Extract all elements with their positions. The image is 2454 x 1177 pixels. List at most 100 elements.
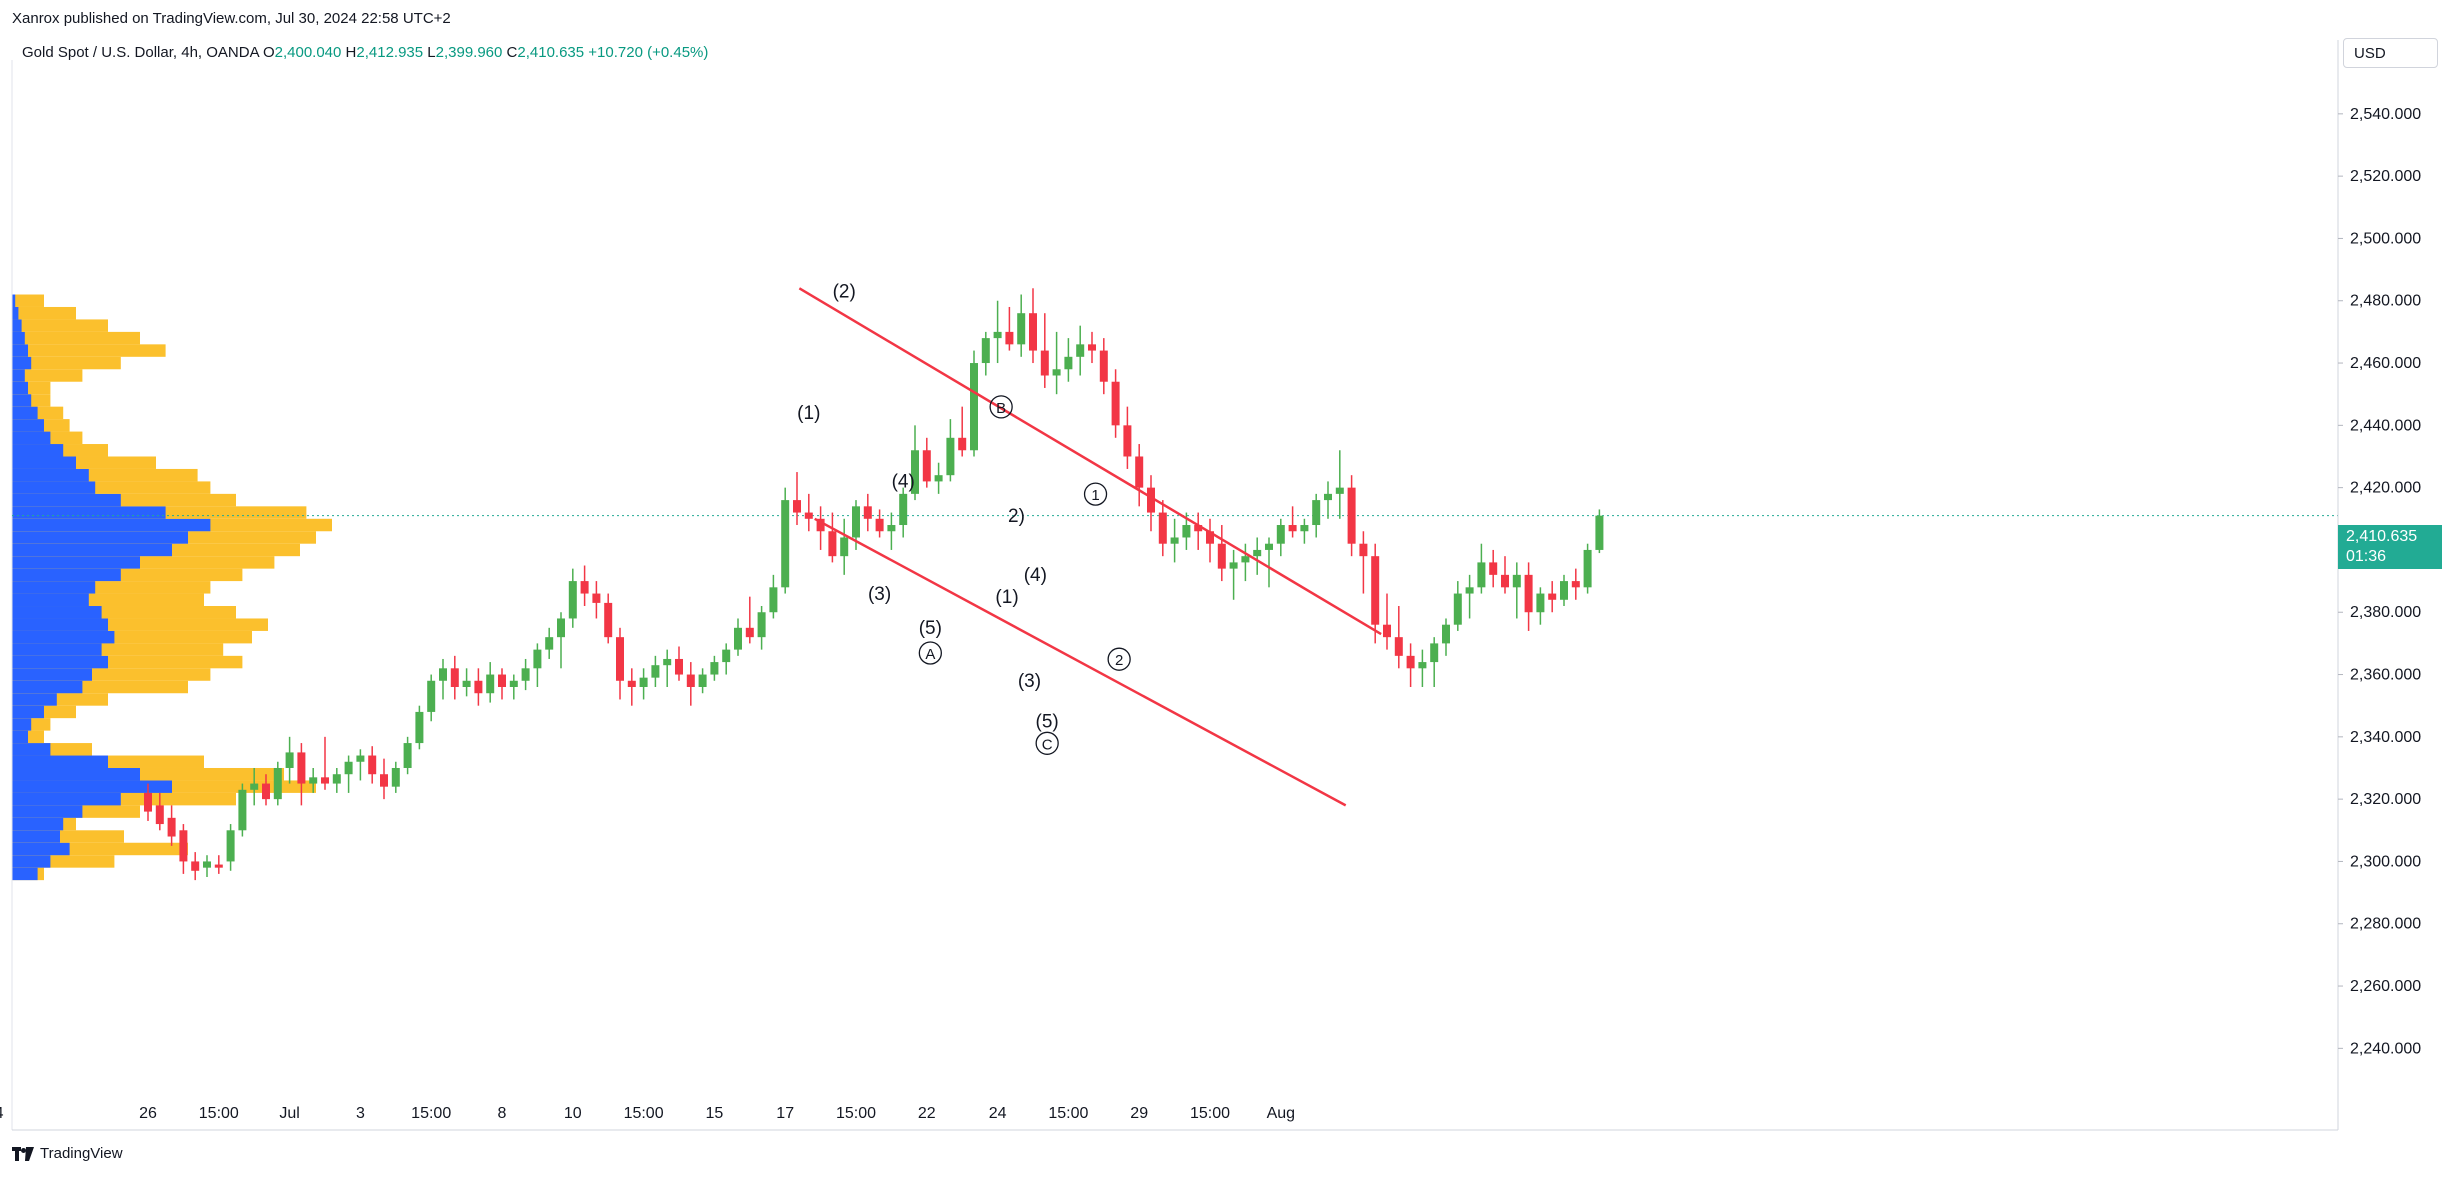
candle-up	[946, 437, 955, 476]
high-value: 2,412.935	[356, 44, 424, 61]
vp-up-bar	[12, 531, 188, 544]
vp-up-bar	[12, 306, 19, 320]
candle-up	[427, 680, 436, 712]
candle-up	[993, 331, 1002, 339]
y-tick-label: 2,380.000	[2350, 604, 2421, 621]
vp-up-bar	[12, 356, 32, 370]
vp-up-bar	[12, 718, 32, 731]
candle-up	[1560, 581, 1568, 600]
candle-up	[403, 743, 412, 768]
vp-up-bar	[12, 481, 96, 494]
y-tick-label: 2,240.000	[2350, 1040, 2421, 1057]
vp-up-bar	[12, 419, 44, 432]
candle-up	[486, 674, 495, 694]
candle-down	[214, 864, 223, 868]
bar-countdown: 01:36	[2346, 548, 2387, 565]
vp-up-bar	[12, 767, 140, 781]
candle-up	[852, 506, 860, 538]
y-tick-label: 2,440.000	[2350, 417, 2421, 434]
x-tick-label: 24	[989, 1105, 1007, 1122]
vp-total-bar	[12, 306, 76, 320]
wave-circle	[1035, 731, 1059, 755]
high-label: H	[345, 44, 357, 61]
low-label: L	[427, 44, 436, 61]
x-tick-label: Jul	[279, 1105, 299, 1122]
vp-up-bar	[12, 331, 25, 345]
tradingview-logo-icon	[12, 1146, 34, 1161]
candle-down	[592, 593, 601, 603]
x-tick-label: 15:00	[411, 1105, 451, 1122]
wave-label: (4)	[892, 472, 915, 493]
candle-up	[911, 450, 919, 494]
currency-selector[interactable]: USD	[2343, 38, 2438, 68]
candle-up	[1324, 493, 1332, 501]
candle-up	[273, 767, 282, 800]
candle-down	[793, 500, 801, 513]
candle-up	[332, 774, 341, 784]
candle-up	[391, 767, 400, 787]
candle-down	[604, 602, 613, 638]
candle-up	[757, 612, 766, 638]
channel-lines[interactable]	[798, 287, 1382, 807]
candle-up	[568, 581, 577, 619]
vp-up-bar	[12, 556, 140, 569]
candle-up	[1312, 500, 1321, 526]
candle-down	[179, 830, 188, 862]
vp-up-bar	[12, 705, 44, 719]
candle-up	[710, 662, 719, 675]
last-price-tag: 2,410.635 01:36	[2338, 525, 2442, 569]
vp-up-bar	[12, 381, 28, 395]
candle-up	[981, 338, 990, 364]
wave-label: 2)	[1008, 506, 1025, 527]
candle-down	[922, 450, 931, 482]
candle-down	[1548, 593, 1557, 600]
candle-up	[1182, 525, 1191, 538]
y-tick-label: 2,300.000	[2350, 853, 2421, 870]
candle-down	[1371, 556, 1380, 625]
wave-label: (3)	[868, 584, 891, 605]
candle-down	[450, 668, 459, 687]
symbol-name: Gold Spot / U.S. Dollar, 4h, OANDA	[22, 44, 259, 61]
x-tick-label: 24	[0, 1105, 4, 1122]
candle-up	[1265, 543, 1273, 550]
vp-up-bar	[12, 506, 166, 519]
price-grid	[11, 60, 2338, 1130]
channel-line[interactable]	[798, 287, 1382, 636]
symbol-legend: Gold Spot / U.S. Dollar, 4h, OANDA O2,40…	[22, 44, 708, 61]
y-tick-label: 2,340.000	[2350, 729, 2421, 746]
vp-up-bar	[12, 830, 60, 843]
footer: TradingView	[12, 1145, 123, 1162]
vp-up-bar	[12, 319, 22, 332]
x-tick-label: Aug	[1267, 1105, 1295, 1122]
channel-line[interactable]	[814, 517, 1347, 807]
vp-up-bar	[12, 643, 102, 656]
x-tick-label: 15:00	[199, 1105, 239, 1122]
candles	[144, 288, 1604, 881]
candle-down	[1194, 525, 1203, 532]
vp-up-bar	[12, 444, 64, 457]
y-tick-label: 2,320.000	[2350, 791, 2421, 808]
candle-up	[1052, 369, 1061, 376]
wave-label: B	[996, 400, 1006, 417]
candle-down	[368, 755, 377, 775]
candle-up	[698, 674, 707, 687]
candle-down	[144, 792, 152, 812]
candle-up	[651, 665, 660, 678]
vp-total-bar	[12, 319, 108, 332]
candle-down	[804, 512, 813, 519]
vp-up-bar	[12, 344, 28, 357]
candle-up	[557, 618, 565, 638]
candle-down	[380, 774, 388, 787]
candle-down	[1383, 624, 1391, 638]
candle-up	[781, 500, 790, 588]
candle-up	[462, 680, 471, 687]
candle-up	[1465, 587, 1474, 594]
candle-up	[1418, 662, 1427, 669]
y-tick-label: 2,420.000	[2350, 480, 2421, 497]
candle-down	[1359, 543, 1368, 557]
candle-up	[203, 861, 211, 868]
vp-total-bar	[12, 344, 166, 357]
wave-label: (1)	[995, 587, 1018, 608]
vp-up-bar	[12, 668, 92, 681]
